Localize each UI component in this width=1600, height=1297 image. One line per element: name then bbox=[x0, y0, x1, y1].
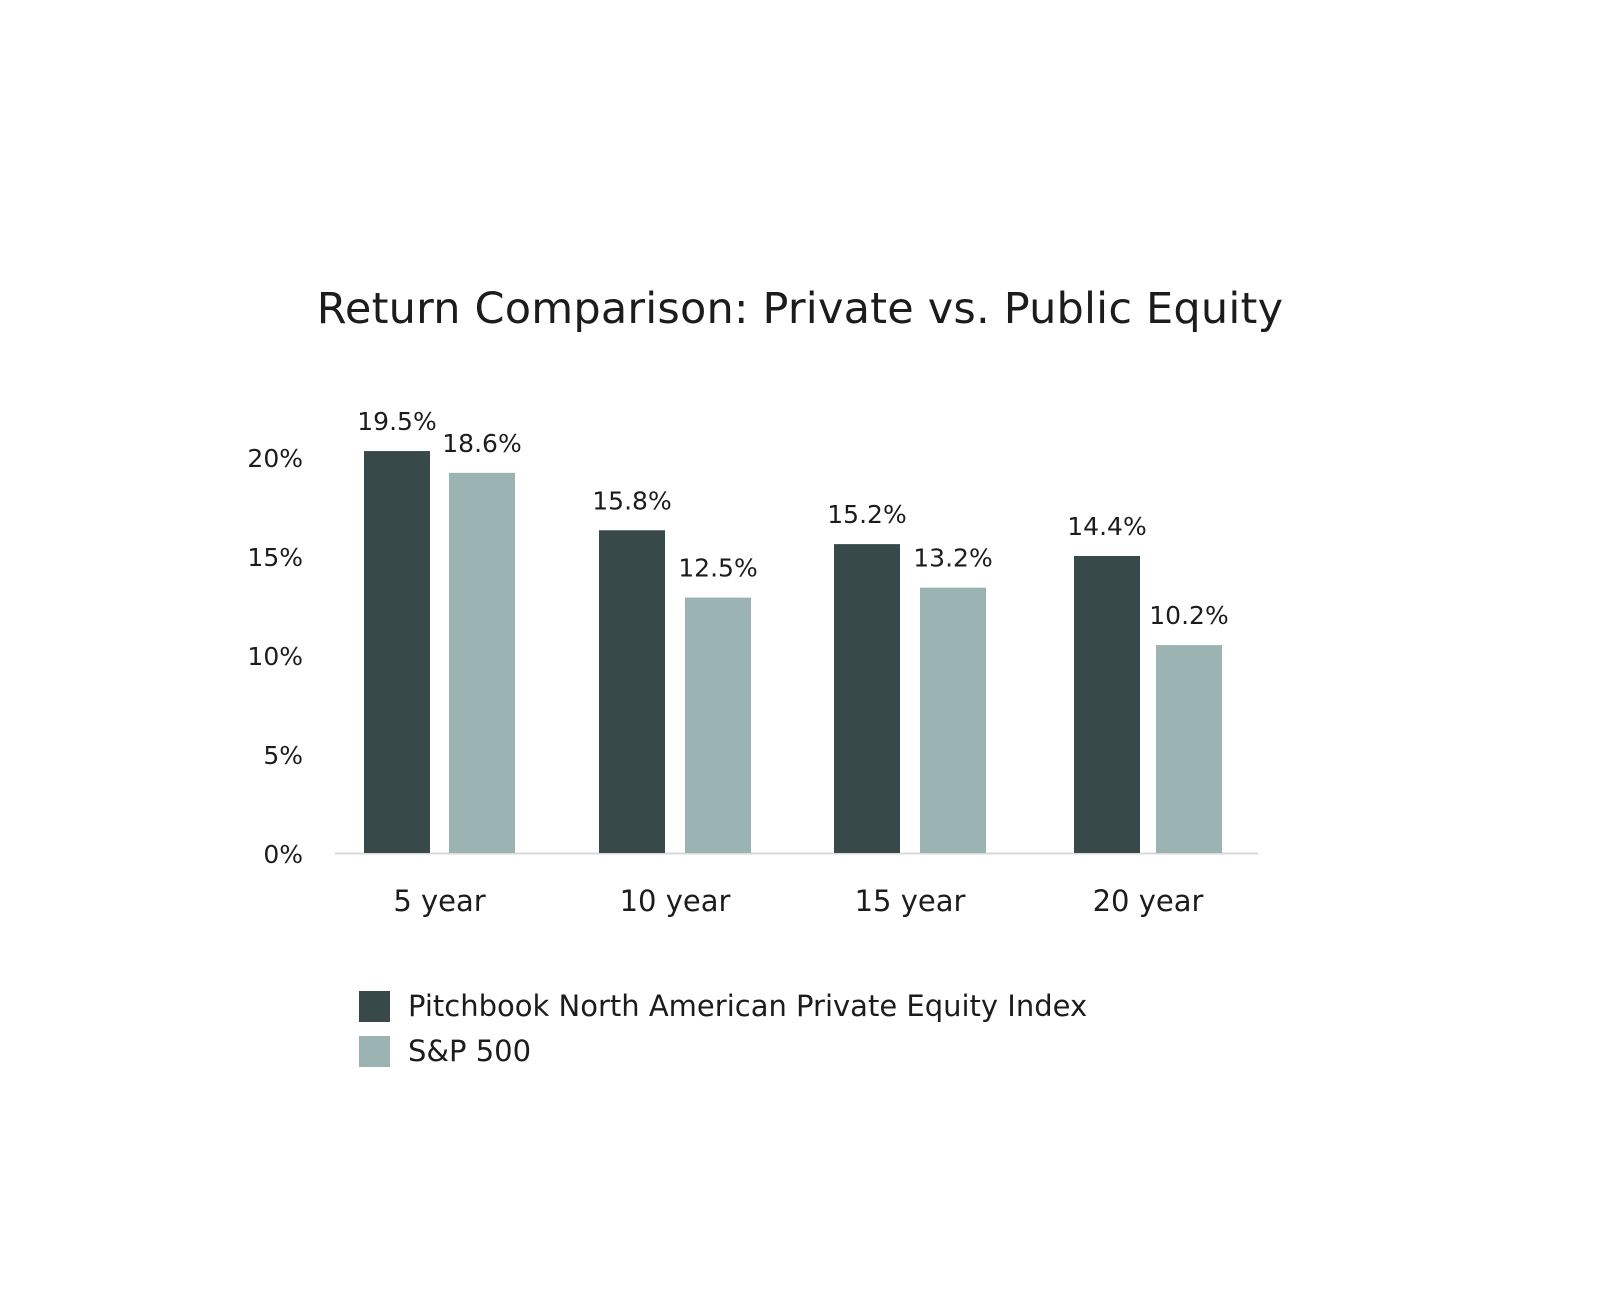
bar-private-equity bbox=[1074, 556, 1140, 853]
x-category-label: 15 year bbox=[855, 884, 966, 918]
x-category-label: 5 year bbox=[393, 884, 485, 918]
data-label-private-equity: 15.2% bbox=[827, 500, 906, 529]
bar-private-equity bbox=[599, 530, 665, 853]
bar-sp500 bbox=[1156, 645, 1222, 853]
x-category-label: 20 year bbox=[1093, 884, 1204, 918]
data-label-private-equity: 14.4% bbox=[1067, 512, 1146, 541]
legend-label-private-equity: Pitchbook North American Private Equity … bbox=[408, 989, 1088, 1023]
data-label-sp500: 12.5% bbox=[678, 554, 757, 583]
chart-title: Return Comparison: Private vs. Public Eq… bbox=[316, 284, 1284, 334]
legend-item-private-equity: Pitchbook North American Private Equity … bbox=[359, 989, 1088, 1023]
legend-swatch-sp500 bbox=[359, 1035, 390, 1067]
y-tick-label: 5% bbox=[263, 741, 303, 770]
bar-sp500 bbox=[685, 597, 751, 853]
bar-sp500 bbox=[449, 472, 515, 853]
data-label-private-equity: 15.8% bbox=[592, 486, 671, 515]
data-label-sp500: 10.2% bbox=[1149, 601, 1228, 630]
x-category-label: 10 year bbox=[620, 884, 731, 918]
legend-label-sp500: S&P 500 bbox=[408, 1034, 532, 1068]
data-label-sp500: 18.6% bbox=[442, 429, 521, 458]
bar-private-equity bbox=[364, 451, 430, 853]
y-tick-label: 15% bbox=[247, 543, 303, 572]
legend: Pitchbook North American Private Equity … bbox=[359, 989, 1088, 1080]
data-label-sp500: 13.2% bbox=[913, 544, 992, 573]
bar-sp500 bbox=[920, 587, 986, 853]
legend-swatch-private-equity bbox=[359, 990, 390, 1022]
y-tick-label: 10% bbox=[247, 642, 303, 671]
y-tick-label: 0% bbox=[263, 840, 303, 869]
bar-private-equity bbox=[834, 544, 900, 853]
y-tick-label: 20% bbox=[247, 444, 303, 473]
data-label-private-equity: 19.5% bbox=[357, 407, 436, 436]
legend-item-sp500: S&P 500 bbox=[359, 1034, 1087, 1068]
